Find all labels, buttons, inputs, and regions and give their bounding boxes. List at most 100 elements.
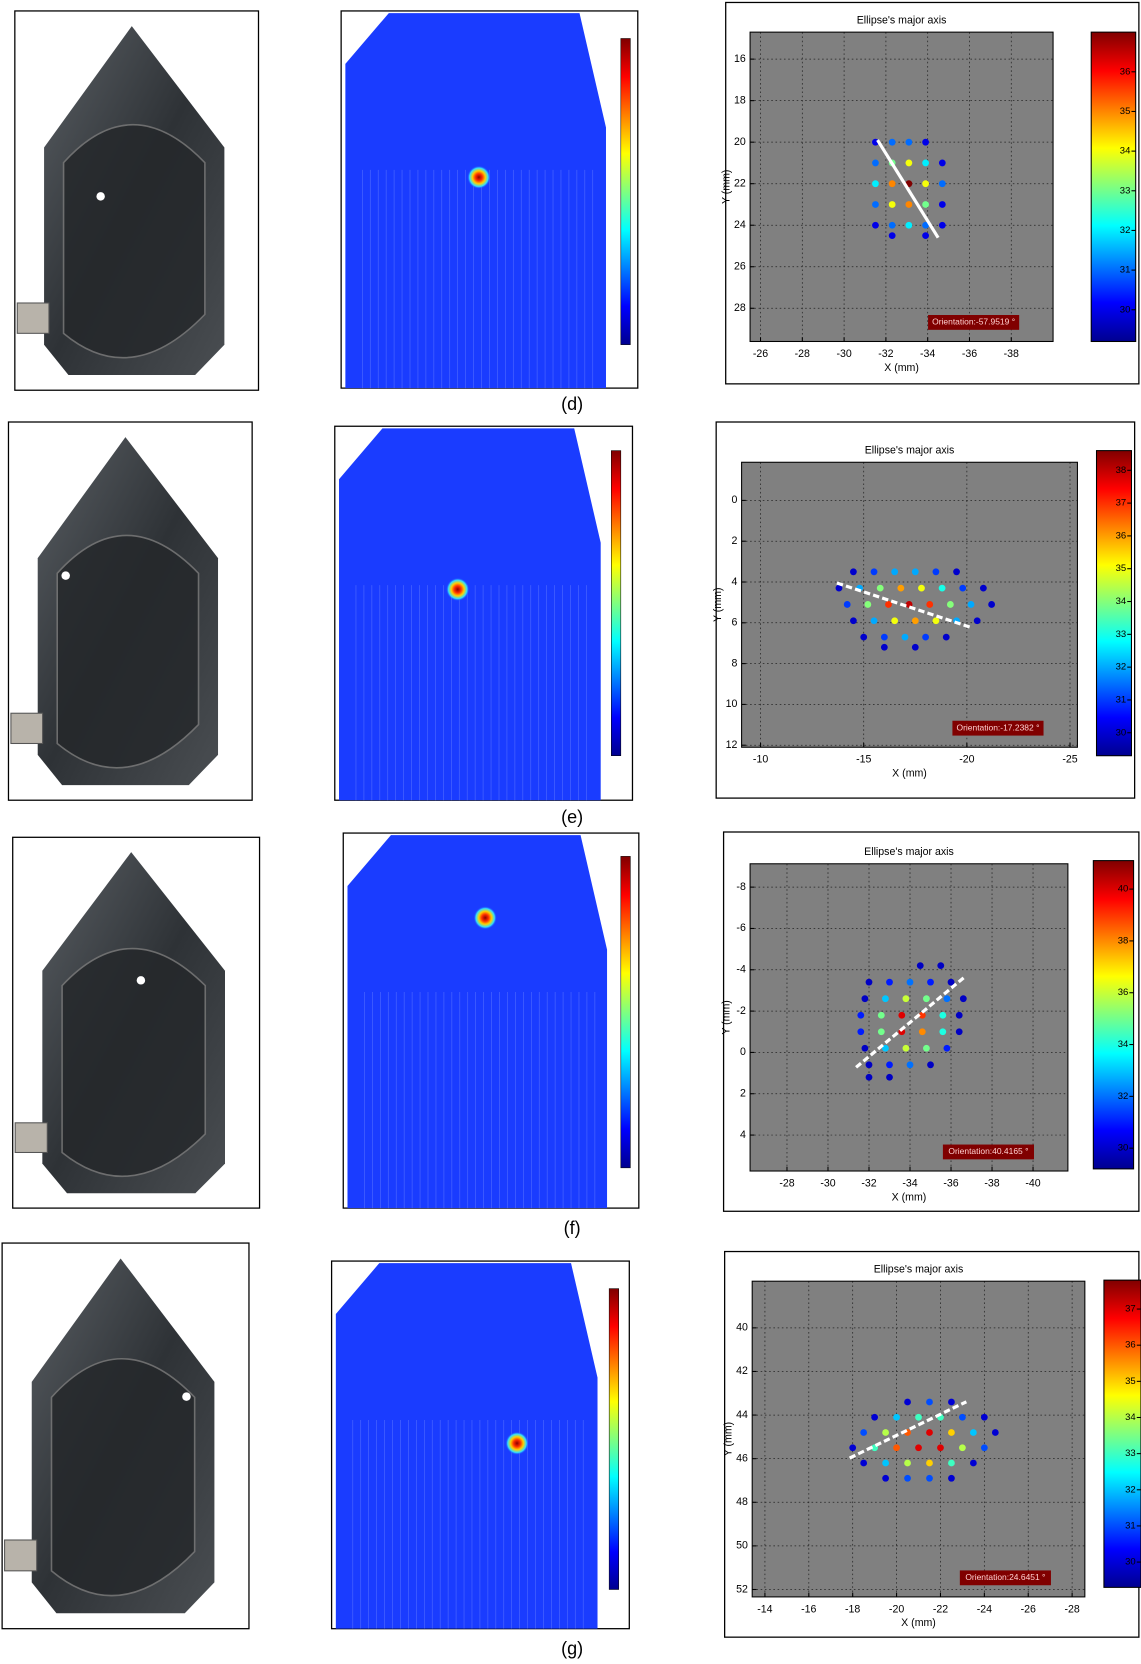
y-tick-label: 50 [736,1540,748,1552]
stone-arch [56,534,200,769]
colorbar-tick-label: 33 [1125,1448,1136,1459]
data-point [926,1398,933,1406]
data-point [991,1429,999,1436]
data-point [882,1429,889,1436]
annotation-box [952,720,1044,736]
annotation: Orientation:-17.2382 ° [957,722,1040,732]
data-point [922,232,929,239]
data-point [835,584,843,592]
caption: (e) [561,807,583,827]
data-point [905,201,913,208]
data-point [947,978,955,986]
data-point [861,1044,869,1052]
y-tick-label: 12 [726,739,738,751]
data-point [865,1073,873,1081]
data-point [860,1429,868,1436]
y-tick-label: 0 [740,1046,746,1058]
data-point [891,568,899,576]
data-point [932,617,940,625]
data-point [865,978,873,986]
data-point [906,1061,914,1069]
colorbar-tick-label: 34 [1118,1039,1129,1050]
data-point [860,1459,868,1467]
y-tick-label: 16 [734,53,746,65]
annotation-box [928,315,1020,330]
y-tick-label: 44 [736,1409,748,1421]
data-point [918,1011,926,1019]
data-point [872,221,879,229]
data-point [882,995,889,1003]
major-axis [848,1400,968,1460]
data-point [905,159,913,167]
colorbar-tick-label: 36 [1120,66,1131,77]
data-point [886,978,893,986]
data-point [901,633,909,641]
data-point [926,601,934,608]
data-point [926,1429,933,1436]
data-point [911,643,919,651]
x-tick-label: -40 [1025,1178,1040,1190]
y-axis-label: Y (mm) [712,588,724,622]
data-point [885,601,892,608]
data-point [905,221,913,229]
light-spot [182,1392,191,1401]
thermal-colorbar [608,1288,619,1590]
data-point [872,180,879,188]
y-tick-label: 0 [731,494,737,506]
data-point [880,643,888,651]
connector [16,302,50,334]
x-tick-label: -22 [933,1603,948,1615]
data-point [973,617,981,625]
chart-title: Ellipse's major axis [874,1263,964,1275]
y-tick-label: 2 [740,1088,746,1100]
major-axis [876,139,940,239]
data-point [979,584,987,592]
data-point [943,1044,951,1052]
data-point [891,617,899,625]
x-tick-label: -10 [753,754,768,766]
data-point [980,1444,988,1452]
annotation-box [942,1144,1034,1160]
colorbar-tick-label: 34 [1120,146,1131,157]
data-point [888,221,896,229]
data-point [865,1061,873,1069]
y-tick-label: -2 [736,1005,746,1017]
data-point [918,1028,926,1036]
connector [14,1122,48,1154]
data-point [904,1398,911,1406]
data-point [888,232,896,239]
colorbar-tick-label: 30 [1120,304,1131,315]
data-point [927,978,934,986]
light-spot [136,976,146,985]
y-tick-label: 52 [736,1583,748,1595]
data-point [915,1413,922,1421]
y-axis-label: Y (mm) [723,1422,735,1456]
colorbar-tick-label: 31 [1120,265,1131,276]
data-point [938,201,946,208]
colorbar-tick-label: 30 [1118,1143,1129,1154]
chart-title: Ellipse's major axis [857,14,947,26]
y-tick-label: 42 [736,1365,748,1377]
plot-area [750,32,1054,342]
thermal-colorbar [611,450,622,756]
data-point [888,138,896,146]
colorbar-tick-label: 34 [1125,1412,1136,1423]
data-point [938,584,946,592]
major-axis [836,581,972,630]
colorbar-tick-label: 32 [1116,662,1127,673]
x-tick-label: -32 [861,1178,876,1190]
data-point [959,584,967,592]
thermal-body [347,835,608,1209]
stone-arch [50,1357,196,1597]
data-point [946,601,954,608]
colorbar-tick-label: 33 [1120,185,1131,196]
data-point [882,1459,889,1467]
data-point [922,633,929,641]
x-axis-label: X (mm) [901,1617,936,1629]
data-point [969,1429,977,1436]
y-tick-label: 28 [734,302,746,314]
x-tick-label: -24 [977,1603,992,1615]
annotation-box [959,1570,1051,1586]
y-tick-label: 48 [736,1496,748,1508]
